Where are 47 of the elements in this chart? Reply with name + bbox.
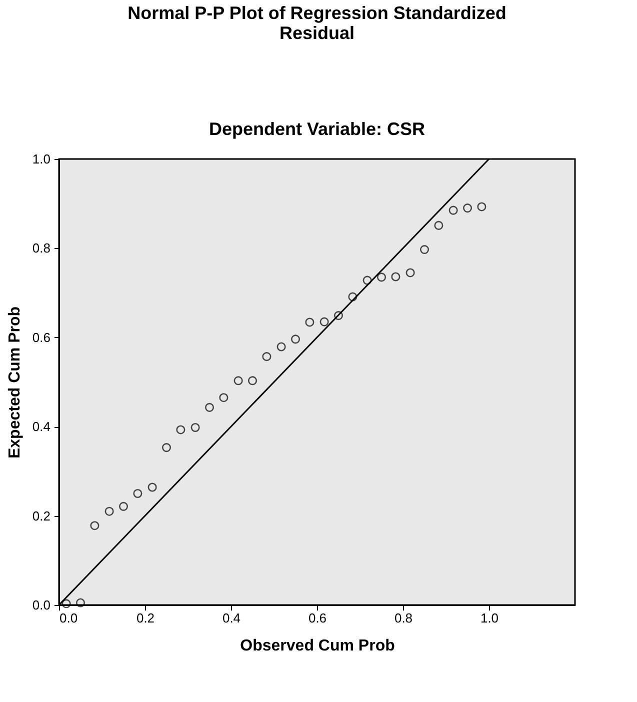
point [320,317,329,326]
point [477,202,486,212]
point [305,318,314,327]
point [248,376,258,386]
point [406,268,415,278]
point [448,206,458,215]
point [334,311,344,320]
x-axis-title: Observed Cum Prob [240,638,396,654]
y-tick-label: 0.4 [32,419,50,434]
x-tick-label: 1.0 [480,610,499,626]
point [133,488,142,498]
point [290,334,300,344]
point [348,292,358,302]
point [234,376,243,386]
point [76,598,86,608]
point [376,272,386,282]
x-tick-label: 0.2 [136,610,155,626]
point [420,245,430,254]
point [190,422,200,432]
point [204,402,214,412]
point [434,220,444,230]
y-tick-label: 0.0 [32,598,50,612]
point [148,482,157,492]
y-tick-label: 1.0 [32,152,50,166]
x-tick-label: 0.8 [394,610,413,626]
y-axis-title: Expected Cum Prob [6,306,24,459]
y-tick-label: 0.2 [32,508,50,524]
x-tick-label: 0.4 [222,610,241,626]
x-tick-label: 0.0 [60,610,78,626]
text: Residual [279,23,355,43]
point [219,393,228,402]
point [462,204,472,213]
point [90,521,100,530]
point [276,342,286,352]
point [176,425,186,434]
x-tick-label: 0.6 [308,610,327,626]
point [391,272,400,282]
y-tick-label: 0.8 [32,240,50,256]
chart-subtitle: Dependent Variable: CSR [208,119,426,139]
point [62,599,71,608]
point [118,502,128,511]
point [104,506,114,516]
text: Normal P-P Plot of Regression Standardized [128,3,506,23]
y-tick-label: 0.6 [32,330,50,345]
point [262,352,272,362]
point [362,276,372,285]
point [162,443,172,452]
